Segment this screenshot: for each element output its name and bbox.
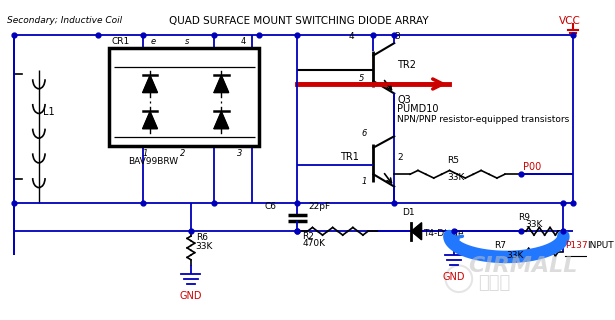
Text: TR1: TR1 <box>340 152 359 162</box>
Text: 6: 6 <box>362 129 367 138</box>
Text: D1: D1 <box>402 208 415 217</box>
Text: 33K: 33K <box>525 220 543 228</box>
Text: R6: R6 <box>196 233 208 242</box>
Text: 4: 4 <box>240 37 245 46</box>
Text: P00: P00 <box>523 162 541 172</box>
Text: GND: GND <box>443 272 466 282</box>
Text: 22pF: 22pF <box>309 203 331 212</box>
Polygon shape <box>214 111 229 129</box>
Text: CR1: CR1 <box>111 37 129 46</box>
Text: R5: R5 <box>448 156 459 165</box>
Text: R7: R7 <box>494 241 506 250</box>
Text: PUMD10: PUMD10 <box>397 105 438 115</box>
Text: e: e <box>151 37 156 46</box>
Text: BAV99BRW: BAV99BRW <box>128 157 178 166</box>
Polygon shape <box>411 223 422 240</box>
Text: TR2: TR2 <box>397 60 416 70</box>
Polygon shape <box>143 75 157 92</box>
Text: INPUT: INPUT <box>587 241 614 250</box>
Text: 3: 3 <box>394 32 400 41</box>
Text: P137: P137 <box>565 241 588 250</box>
Text: 1: 1 <box>362 177 367 186</box>
Text: 2: 2 <box>180 148 186 157</box>
Text: 3: 3 <box>237 148 243 157</box>
Text: Q3: Q3 <box>397 95 411 105</box>
Text: Secondary; Inductive Coil: Secondary; Inductive Coil <box>7 16 122 25</box>
Text: L1: L1 <box>42 108 54 117</box>
Text: 33K: 33K <box>506 251 524 260</box>
Text: GND: GND <box>180 291 202 301</box>
Polygon shape <box>143 111 157 129</box>
Polygon shape <box>214 75 229 92</box>
Text: 33K: 33K <box>448 173 465 182</box>
Text: 1: 1 <box>143 148 148 157</box>
Text: 5: 5 <box>359 74 365 83</box>
Bar <box>109 48 260 146</box>
Text: T4-Diode: T4-Diode <box>424 229 464 238</box>
Text: R2: R2 <box>302 232 314 241</box>
Text: QUAD SURFACE MOUNT SWITCHING DIODE ARRAY: QUAD SURFACE MOUNT SWITCHING DIODE ARRAY <box>169 16 429 26</box>
Text: 电路城: 电路城 <box>478 274 510 292</box>
Text: 33K: 33K <box>196 242 213 251</box>
Text: 470K: 470K <box>302 239 325 248</box>
Text: s: s <box>185 37 189 46</box>
Text: C6: C6 <box>264 203 276 212</box>
Text: NPN/PNP resistor-equipped transistors: NPN/PNP resistor-equipped transistors <box>397 115 569 124</box>
Text: 2: 2 <box>397 153 403 162</box>
Text: 4: 4 <box>349 32 354 41</box>
Text: R9: R9 <box>518 213 530 222</box>
Text: VCC: VCC <box>558 16 581 26</box>
Text: CIRMALL: CIRMALL <box>469 256 577 276</box>
